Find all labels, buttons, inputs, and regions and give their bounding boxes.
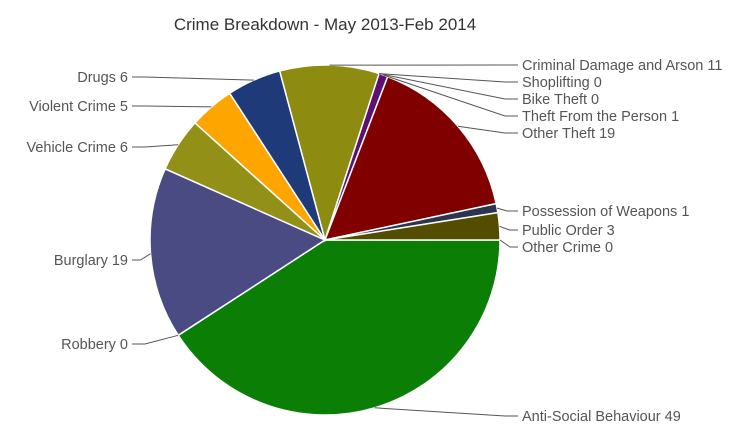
pie-slices bbox=[150, 65, 500, 415]
slice-label-vehicle-crime: Vehicle Crime 6 bbox=[26, 140, 128, 156]
leader-line-other-crime bbox=[500, 240, 518, 247]
chart-title: Crime Breakdown - May 2013-Feb 2014 bbox=[174, 15, 476, 34]
leader-line-public-order bbox=[500, 226, 519, 230]
slice-label-burglary: Burglary 19 bbox=[54, 253, 128, 269]
slice-label-criminal-damage-and-arson: Criminal Damage and Arson 11 bbox=[522, 58, 722, 74]
leader-line-robbery bbox=[132, 335, 178, 344]
slice-label-drugs: Drugs 6 bbox=[77, 70, 128, 86]
leader-line-violent-crime bbox=[132, 106, 211, 107]
slice-label-violent-crime: Violent Crime 5 bbox=[29, 99, 128, 115]
slice-label-anti-social-behaviour: Anti-Social Behaviour 49 bbox=[522, 409, 681, 421]
leader-line-anti-social-behaviour bbox=[375, 408, 518, 416]
slice-label-bike-theft: Bike Theft 0 bbox=[522, 92, 599, 108]
slice-label-public-order: Public Order 3 bbox=[522, 223, 615, 239]
leader-line-other-theft bbox=[458, 126, 518, 133]
slice-label-other-crime: Other Crime 0 bbox=[522, 240, 613, 256]
leader-line-vehicle-crime bbox=[132, 145, 178, 147]
leader-line-burglary bbox=[132, 254, 151, 260]
slice-label-robbery: Robbery 0 bbox=[61, 337, 128, 353]
slice-label-other-theft: Other Theft 19 bbox=[522, 126, 615, 142]
slice-label-shoplifting: Shoplifting 0 bbox=[522, 75, 602, 91]
slice-label-possession-of-weapons: Possession of Weapons 1 bbox=[522, 204, 689, 220]
leader-line-drugs bbox=[132, 77, 254, 80]
leader-line-possession-of-weapons bbox=[497, 208, 518, 211]
slice-label-theft-from-the-person: Theft From the Person 1 bbox=[522, 109, 679, 125]
